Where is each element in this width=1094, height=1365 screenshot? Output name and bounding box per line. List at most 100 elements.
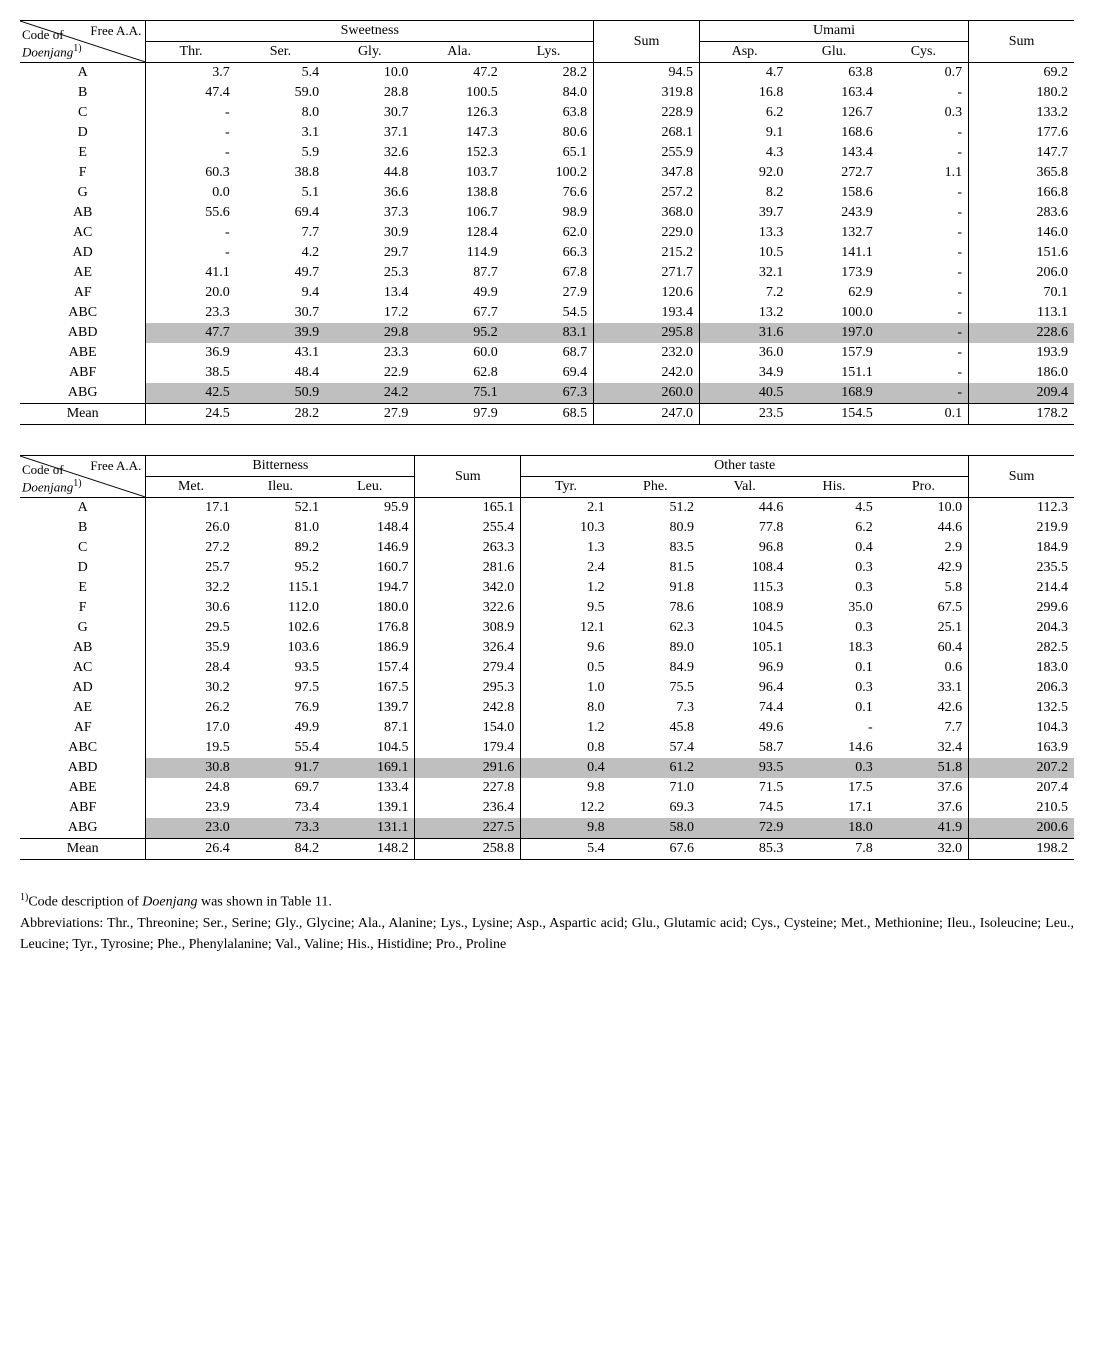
col-header: Met. [146,477,236,498]
table-cell: 326.4 [415,638,521,658]
table-cell: 93.5 [236,658,325,678]
table-cell: 186.9 [325,638,415,658]
table-cell: 69.4 [236,203,325,223]
table-cell: 42.6 [879,698,969,718]
row-code: ABC [20,303,146,323]
table-cell: 197.0 [789,323,878,343]
table-cell: 9.6 [521,638,611,658]
col-header: His. [789,477,878,498]
table-cell: 4.2 [236,243,325,263]
table-cell: 272.7 [789,163,878,183]
table-cell: - [879,283,969,303]
table-cell: 147.7 [969,143,1074,163]
table-cell: 227.5 [415,818,521,839]
table-cell: 5.9 [236,143,325,163]
corner-header: Free A.A.Code ofDoenjang1) [20,456,146,498]
table-cell: 173.9 [789,263,878,283]
table-cell: 37.1 [325,123,414,143]
table-cell: 24.8 [146,778,236,798]
table-cell: 7.3 [611,698,700,718]
group-header: Other taste [521,456,969,477]
table-cell: - [879,183,969,203]
col-header: Glu. [789,42,878,63]
table-cell: 80.6 [504,123,594,143]
table-cell: 17.5 [789,778,878,798]
row-code: AE [20,698,146,718]
table-cell: 74.5 [700,798,789,818]
table-cell: 242.8 [415,698,521,718]
table-cell: 255.9 [594,143,700,163]
table-cell: 67.5 [879,598,969,618]
corner-header: Free A.A.Code ofDoenjang1) [20,21,146,63]
table-cell: 58.7 [700,738,789,758]
table-cell: 0.3 [789,758,878,778]
table-cell: 295.8 [594,323,700,343]
table-cell: 228.6 [969,323,1074,343]
table-cell: 7.7 [236,223,325,243]
table-cell: 227.8 [415,778,521,798]
table-cell: 41.9 [879,818,969,839]
table-cell: 247.0 [594,404,700,425]
table-cell: 179.4 [415,738,521,758]
table-cell: 74.4 [700,698,789,718]
table-cell: 283.6 [969,203,1074,223]
table-cell: 368.0 [594,203,700,223]
table-cell: 112.0 [236,598,325,618]
table-cell: 167.5 [325,678,415,698]
col-header: Cys. [879,42,969,63]
table-cell: 76.6 [504,183,594,203]
table-cell: 148.4 [325,518,415,538]
row-code: AC [20,658,146,678]
table-cell: 43.1 [236,343,325,363]
table-cell: 106.7 [414,203,503,223]
table-cell: 295.3 [415,678,521,698]
table-cell: 178.2 [969,404,1074,425]
table-cell: 9.8 [521,818,611,839]
table-cell: 94.5 [594,63,700,84]
table-cell: 89.2 [236,538,325,558]
table-cell: 24.5 [146,404,236,425]
table-cell: 96.8 [700,538,789,558]
table-cell: 36.0 [699,343,789,363]
table-cell: 242.0 [594,363,700,383]
table-cell: 30.8 [146,758,236,778]
table-cell: 73.3 [236,818,325,839]
table-cell: 48.4 [236,363,325,383]
table-cell: 84.0 [504,83,594,103]
table-cell: 206.0 [969,263,1074,283]
table-cell: 271.7 [594,263,700,283]
table-cell: - [879,343,969,363]
table-cell: 37.3 [325,203,414,223]
table-cell: 49.9 [414,283,503,303]
table-cell: 40.5 [699,383,789,404]
sum-header: Sum [969,21,1074,63]
table-cell: 8.0 [236,103,325,123]
row-code: E [20,143,146,163]
table-cell: - [146,123,236,143]
table-cell: 87.7 [414,263,503,283]
table-cell: 184.9 [969,538,1074,558]
table-cell: 8.0 [521,698,611,718]
table-cell: 78.6 [611,598,700,618]
table-cell: 17.2 [325,303,414,323]
table-cell: 209.4 [969,383,1074,404]
row-code: AC [20,223,146,243]
table-cell: 235.5 [969,558,1074,578]
table-cell: 0.5 [521,658,611,678]
footnote-block: 1)Code description of Doenjang was shown… [20,890,1074,955]
table-cell: 55.4 [236,738,325,758]
table-cell: 23.0 [146,818,236,839]
table-cell: 69.4 [504,363,594,383]
table-cell: 299.6 [969,598,1074,618]
table-cell: 18.3 [789,638,878,658]
table-cell: 183.0 [969,658,1074,678]
table-cell: 35.0 [789,598,878,618]
table-cell: 132.7 [789,223,878,243]
table-cell: 51.2 [611,498,700,519]
table-cell: 260.0 [594,383,700,404]
table-cell: 263.3 [415,538,521,558]
table-cell: 29.5 [146,618,236,638]
row-code: G [20,183,146,203]
table-cell: 28.4 [146,658,236,678]
table-cell: 0.8 [521,738,611,758]
